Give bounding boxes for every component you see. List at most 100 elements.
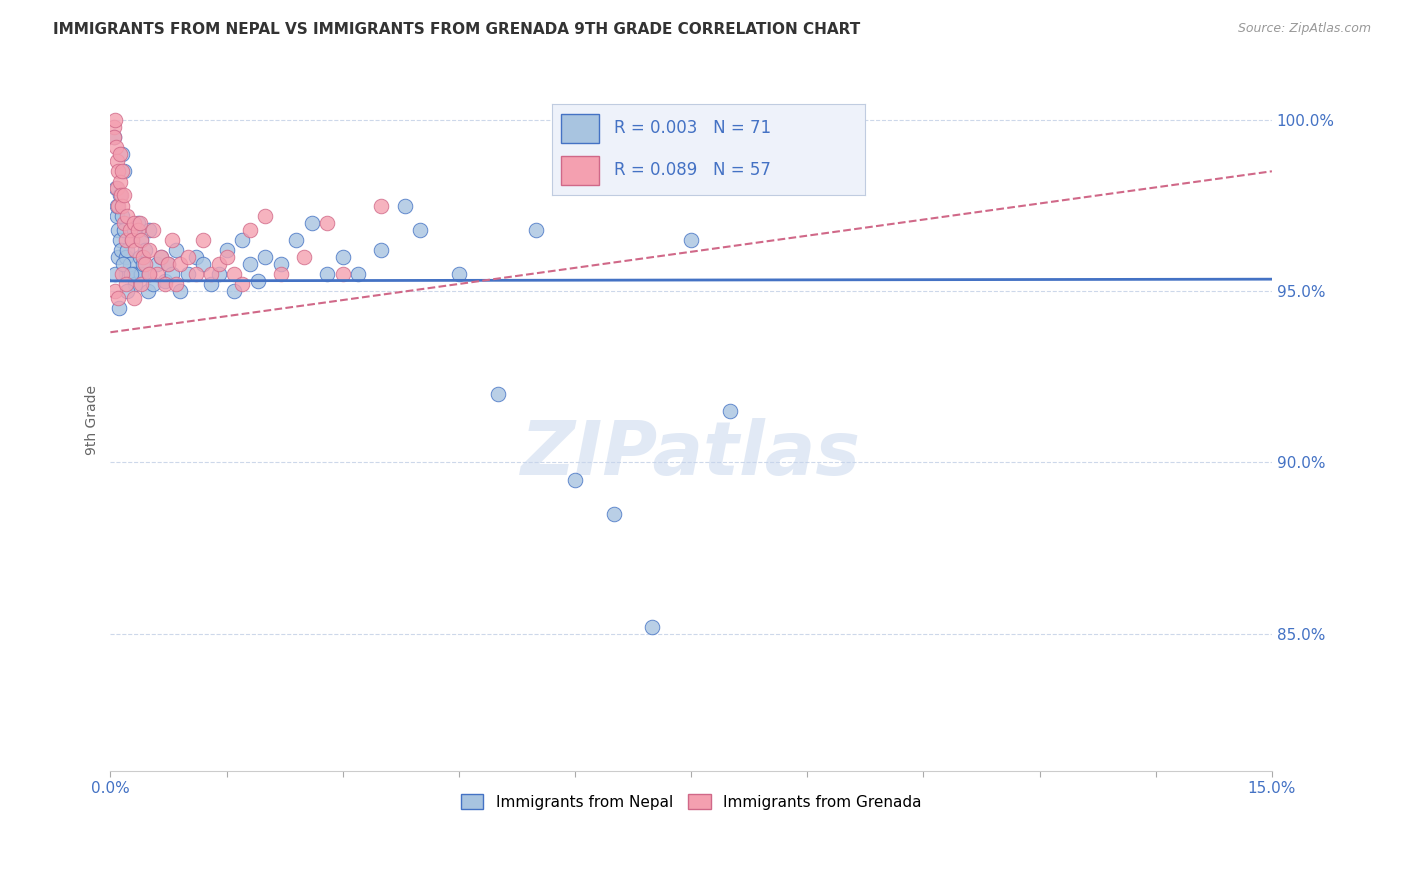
Point <box>153 274 176 288</box>
Point <box>193 233 215 247</box>
Point <box>165 277 187 292</box>
Point <box>131 233 153 247</box>
Point <box>112 222 135 236</box>
Point <box>200 277 222 292</box>
Point <box>177 250 200 264</box>
Point <box>136 284 159 298</box>
Point <box>146 257 169 271</box>
Point <box>103 120 125 134</box>
Point <box>316 267 339 281</box>
Point <box>104 267 127 281</box>
Point <box>112 164 135 178</box>
Point <box>184 250 207 264</box>
Point <box>208 257 231 271</box>
Point <box>117 209 139 223</box>
Point <box>103 130 125 145</box>
Point <box>121 233 143 247</box>
Point <box>108 301 131 316</box>
Point <box>169 257 191 271</box>
Point <box>132 257 155 271</box>
Point <box>370 198 392 212</box>
Point <box>718 404 741 418</box>
Point <box>162 233 184 247</box>
Point <box>105 181 128 195</box>
Point <box>111 257 134 271</box>
Point <box>104 140 127 154</box>
Point <box>117 243 139 257</box>
Point <box>121 233 143 247</box>
Legend: Immigrants from Nepal, Immigrants from Grenada: Immigrants from Nepal, Immigrants from G… <box>454 788 928 815</box>
Point <box>107 291 129 305</box>
Point <box>149 250 172 264</box>
Point <box>110 188 132 202</box>
Point <box>104 112 127 127</box>
Point <box>142 277 165 292</box>
Point <box>115 233 138 247</box>
Point <box>138 267 160 281</box>
Point <box>118 257 141 271</box>
Point <box>231 277 253 292</box>
Point <box>149 250 172 264</box>
Point <box>112 216 135 230</box>
Point <box>108 188 131 202</box>
Point <box>138 267 160 281</box>
Point <box>162 267 184 281</box>
Point <box>115 277 138 292</box>
Point <box>224 284 246 298</box>
Point <box>224 267 246 281</box>
Point <box>115 250 138 264</box>
Point <box>138 222 160 236</box>
Point <box>193 257 215 271</box>
Point <box>347 267 370 281</box>
Point <box>142 222 165 236</box>
Point <box>138 243 160 257</box>
Point <box>128 250 150 264</box>
Point <box>107 222 129 236</box>
Point <box>270 267 292 281</box>
Point <box>246 274 269 288</box>
Point <box>239 222 262 236</box>
Point <box>110 233 132 247</box>
Point <box>111 267 134 281</box>
Point <box>104 181 127 195</box>
Point <box>146 267 169 281</box>
Point <box>285 233 308 247</box>
Point <box>270 257 292 271</box>
Point <box>110 175 132 189</box>
Point <box>301 216 323 230</box>
Point <box>157 257 180 271</box>
Point <box>332 267 354 281</box>
Point <box>641 620 664 634</box>
Point <box>370 243 392 257</box>
Y-axis label: 9th Grade: 9th Grade <box>86 384 100 455</box>
Point <box>122 216 145 230</box>
Point <box>107 164 129 178</box>
Point <box>316 216 339 230</box>
Point <box>120 267 142 281</box>
Point <box>105 198 128 212</box>
Point <box>131 267 153 281</box>
Point <box>108 147 131 161</box>
Point <box>157 257 180 271</box>
Point <box>254 250 277 264</box>
Point <box>153 277 176 292</box>
Point <box>107 250 129 264</box>
Point <box>131 233 153 247</box>
Point <box>332 250 354 264</box>
Point <box>208 267 231 281</box>
Point <box>111 198 134 212</box>
Point <box>112 188 135 202</box>
Point <box>394 198 416 212</box>
Point <box>409 222 432 236</box>
Point <box>254 209 277 223</box>
Point <box>184 267 207 281</box>
Text: ZIPatlas: ZIPatlas <box>522 418 860 491</box>
Point <box>111 164 134 178</box>
Point <box>127 216 149 230</box>
Point <box>111 209 134 223</box>
Point <box>115 284 138 298</box>
Point <box>564 473 586 487</box>
Point <box>239 257 262 271</box>
Point <box>122 222 145 236</box>
Point <box>105 209 128 223</box>
